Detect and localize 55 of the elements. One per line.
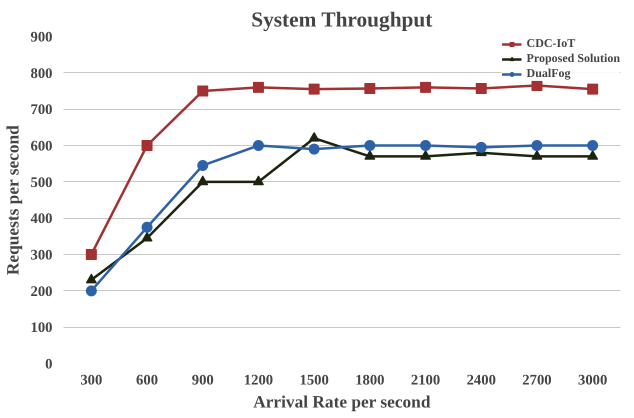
point bbox=[86, 285, 97, 296]
point bbox=[364, 82, 376, 94]
y-tick-label: 500 bbox=[30, 174, 52, 191]
chart-title: System Throughput bbox=[251, 8, 434, 32]
point bbox=[197, 86, 208, 96]
y-tick-label: 700 bbox=[30, 102, 52, 118]
point bbox=[420, 140, 432, 151]
legend-label: CDC-IoT bbox=[526, 36, 576, 51]
point bbox=[531, 150, 542, 160]
point bbox=[308, 84, 320, 95]
point bbox=[531, 80, 542, 92]
x-tick-label: 1500 bbox=[299, 372, 329, 388]
x-tick-label: 2400 bbox=[466, 372, 496, 388]
x-tick-label: 2700 bbox=[522, 372, 552, 388]
y-axis-title: Requests per second bbox=[4, 124, 23, 276]
y-tick-label: 200 bbox=[30, 284, 52, 300]
point bbox=[587, 140, 598, 151]
point bbox=[476, 142, 487, 153]
x-tick-label: 900 bbox=[192, 372, 214, 388]
point bbox=[86, 249, 97, 260]
x-tick-label: 1200 bbox=[244, 372, 274, 388]
y-tick-label: 100 bbox=[30, 320, 52, 336]
legend-label: Proposed Solution bbox=[526, 51, 620, 66]
x-tick-label: 300 bbox=[80, 372, 102, 388]
point bbox=[142, 222, 153, 233]
point bbox=[531, 140, 542, 151]
x-tick-label: 600 bbox=[136, 372, 158, 388]
y-tick-label: 900 bbox=[30, 30, 52, 46]
point bbox=[364, 150, 376, 160]
point bbox=[308, 132, 320, 142]
point bbox=[252, 140, 264, 151]
y-tick-label: 600 bbox=[30, 138, 52, 154]
y-tick-label: 800 bbox=[30, 66, 52, 82]
x-tick-label: 3000 bbox=[578, 372, 608, 388]
y-tick-label: 300 bbox=[30, 248, 52, 264]
point bbox=[308, 144, 320, 155]
x-axis-title: Arrival Rate per second bbox=[253, 392, 431, 412]
point bbox=[476, 82, 487, 94]
point bbox=[364, 140, 376, 151]
point bbox=[142, 140, 153, 151]
x-tick-label: 2100 bbox=[410, 372, 440, 388]
point bbox=[197, 176, 208, 186]
y-tick-label: 400 bbox=[30, 211, 52, 228]
x-tick-label: 1800 bbox=[355, 372, 385, 388]
y-tick-label: 0 bbox=[45, 356, 52, 372]
point bbox=[420, 150, 432, 160]
point bbox=[86, 274, 97, 284]
point bbox=[197, 160, 208, 171]
point bbox=[587, 84, 598, 95]
point bbox=[142, 232, 153, 242]
point bbox=[252, 82, 264, 93]
legend-label: DualFog bbox=[526, 66, 571, 81]
point bbox=[252, 176, 264, 186]
point bbox=[420, 82, 432, 93]
point bbox=[587, 150, 598, 160]
